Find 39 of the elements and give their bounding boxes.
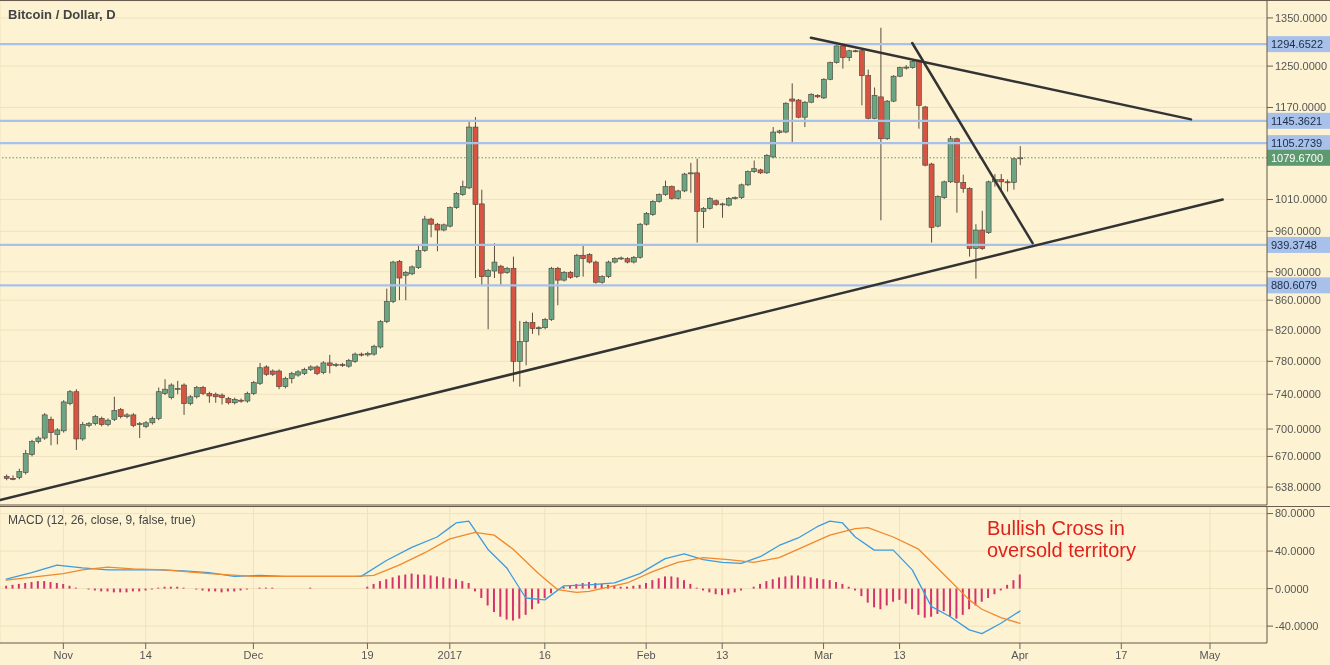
y-tick-label: 860.0000: [1275, 294, 1321, 307]
y-tick-label: 80.0000: [1275, 507, 1315, 520]
y-tick-label: 820.0000: [1275, 323, 1321, 336]
x-tick-label: 13: [893, 648, 906, 661]
y-tick-label: 780.0000: [1275, 355, 1321, 368]
ref-line-label: 939.3748: [1271, 238, 1317, 251]
y-tick-label: 900.0000: [1275, 265, 1321, 278]
x-tick-label: 2017: [437, 648, 463, 661]
ref-line-label: 1079.6700: [1271, 151, 1323, 164]
y-tick-label: 1250.0000: [1275, 60, 1327, 72]
x-tick-label: 17: [1115, 648, 1128, 661]
ref-line-label: 1145.3621: [1271, 114, 1323, 127]
y-tick-label: 960.0000: [1275, 225, 1321, 238]
y-tick-label: 670.0000: [1275, 450, 1321, 463]
text: MACD (12, 26, close, 9, false, true): [8, 513, 196, 527]
x-tick-label: 19: [361, 648, 374, 661]
x-tick-label: 16: [538, 648, 551, 661]
x-tick-label: May: [1199, 648, 1221, 661]
y-tick-label: 1010.0000: [1275, 193, 1327, 206]
x-tick-label: Feb: [636, 648, 656, 661]
x-tick-label: 13: [716, 648, 729, 661]
x-tick-label: Nov: [53, 648, 74, 661]
ref-line-label: 880.6079: [1271, 279, 1317, 292]
ref-line-label: 1294.6522: [1271, 38, 1323, 51]
y-tick-label: -40.0000: [1275, 620, 1319, 633]
text: Bitcoin / Dollar, D: [8, 7, 116, 22]
y-tick-label: 638.0000: [1275, 480, 1321, 493]
y-tick-label: 1350.0000: [1275, 11, 1327, 24]
annotation: Bullish Cross in oversold territory: [987, 517, 1137, 561]
x-tick-label: Apr: [1011, 648, 1029, 661]
y-tick-label: 740.0000: [1275, 388, 1321, 401]
y-tick-label: 40.0000: [1275, 544, 1315, 557]
x-tick-label: Dec: [243, 648, 264, 661]
x-tick-label: 14: [139, 648, 152, 661]
x-tick-label: Mar: [814, 648, 834, 661]
ref-line-label: 1105.2739: [1271, 137, 1323, 150]
y-tick-label: 1170.0000: [1275, 101, 1327, 114]
y-tick-label: 0.0000: [1275, 582, 1309, 595]
y-tick-label: 700.0000: [1275, 422, 1321, 435]
